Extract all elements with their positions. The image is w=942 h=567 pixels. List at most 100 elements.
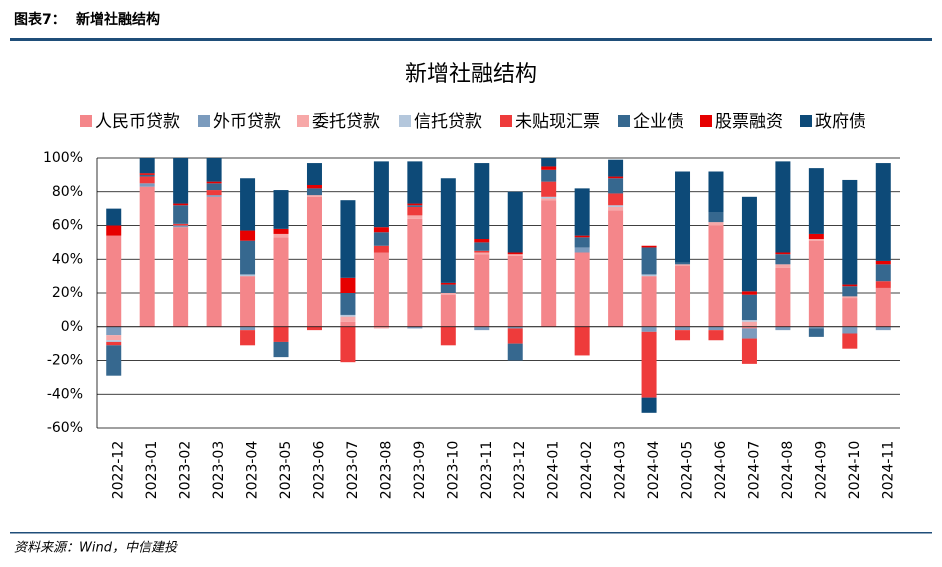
y-tick-label: -20%: [47, 353, 83, 369]
x-tick-label: 2024-09: [813, 441, 829, 500]
bar-segment: [173, 223, 189, 226]
bar-segment: [440, 178, 456, 283]
bar-segment: [340, 321, 356, 327]
x-tick-label: 2023-03: [211, 441, 227, 500]
x-tick-label: 2024-07: [746, 441, 762, 500]
legend-label: 政府债: [815, 112, 866, 132]
x-tick-label: 2023-07: [345, 441, 361, 500]
bar-segment: [741, 294, 757, 320]
bar-segment: [608, 159, 624, 177]
bar-segment: [306, 196, 322, 327]
bar-segment: [541, 169, 557, 182]
x-tick-label: 2023-06: [311, 441, 327, 500]
bar-segment: [541, 198, 557, 201]
bar-segment: [206, 195, 222, 197]
bar-segment: [875, 287, 891, 327]
bar-segment: [741, 291, 757, 295]
bar-segment: [139, 183, 155, 187]
x-tick-label: 2023-08: [378, 441, 394, 500]
bar-segment: [106, 340, 122, 342]
y-tick-label: -40%: [47, 386, 83, 402]
bar-segment: [340, 293, 356, 315]
x-tick-label: 2023-05: [278, 441, 294, 500]
bar-segment: [875, 326, 891, 331]
bar-segment: [675, 171, 691, 263]
figure-title: 新增社融结构: [76, 11, 160, 28]
bar-segment: [775, 161, 791, 253]
bar-segment: [273, 228, 289, 234]
bar-segment: [306, 163, 322, 185]
bar-segment: [273, 233, 289, 238]
figure-label: 图表7：: [14, 11, 66, 28]
bar-segment: [808, 233, 824, 239]
bar-segment: [608, 205, 624, 207]
bar-segment: [608, 176, 624, 179]
bar-segment: [741, 338, 757, 364]
legend-label: 股票融资: [715, 112, 783, 132]
bar-segment: [641, 326, 657, 332]
bar-segment: [407, 215, 423, 219]
legend-label: 委托贷款: [312, 112, 380, 132]
x-tick-label: 2024-01: [546, 441, 562, 500]
bar-segment: [139, 174, 155, 177]
bar-segment: [373, 326, 389, 329]
x-tick-label: 2024-06: [713, 441, 729, 500]
bar-segment: [574, 235, 590, 238]
bar-segment: [541, 166, 557, 170]
bar-segment: [306, 185, 322, 189]
bar-segment: [407, 326, 423, 329]
bar-segment: [373, 252, 389, 327]
x-tick-label: 2023-10: [445, 441, 461, 500]
bar-segment: [240, 230, 256, 241]
bar-segment: [173, 227, 189, 327]
bar-segment: [507, 343, 523, 361]
bar-segment: [808, 326, 824, 329]
bar-segment: [741, 321, 757, 327]
footer-rule: [10, 532, 932, 534]
bar-segment: [340, 200, 356, 278]
bar-segment: [708, 222, 724, 226]
bar-segment: [106, 225, 122, 236]
x-tick-label: 2023-01: [144, 441, 160, 500]
bar-segment: [808, 239, 824, 241]
bar-segment: [273, 190, 289, 229]
bar-segment: [407, 206, 423, 216]
bar-segment: [340, 326, 356, 363]
bar-segment: [106, 345, 122, 376]
bar-segment: [775, 254, 791, 265]
bar-segment: [574, 326, 590, 356]
bar-segment: [106, 208, 122, 226]
x-tick-label: 2022-12: [111, 441, 127, 500]
legend-swatch: [618, 115, 630, 127]
bar-segment: [440, 293, 456, 295]
legend-swatch: [297, 115, 309, 127]
bar-segment: [373, 161, 389, 228]
x-tick-label: 2024-03: [613, 441, 629, 500]
bar-segment: [373, 232, 389, 246]
bar-segment: [708, 225, 724, 327]
bar-segment: [842, 296, 858, 299]
bar-segment: [708, 326, 724, 331]
bar-segment: [875, 264, 891, 282]
x-tick-label: 2024-10: [847, 441, 863, 500]
bar-segment: [842, 179, 858, 285]
bar-segment: [842, 284, 858, 287]
legend-label: 人民币贷款: [95, 112, 180, 132]
bar-segment: [139, 158, 155, 174]
legend-swatch: [700, 115, 712, 127]
bar-segment: [407, 203, 423, 206]
bar-segment: [842, 333, 858, 349]
bar-segment: [206, 181, 222, 184]
bar-segment: [240, 276, 256, 327]
y-tick-label: -60%: [47, 420, 83, 436]
bar-segment: [440, 326, 456, 346]
bar-segment: [775, 252, 791, 255]
bar-segment: [574, 237, 590, 248]
bar-segment: [474, 326, 490, 331]
bar-segment: [507, 254, 523, 256]
bar-segment: [106, 326, 122, 336]
bar-segment: [206, 196, 222, 327]
bar-segment: [675, 262, 691, 265]
bar-segment: [206, 183, 222, 191]
bar-segment: [240, 178, 256, 231]
